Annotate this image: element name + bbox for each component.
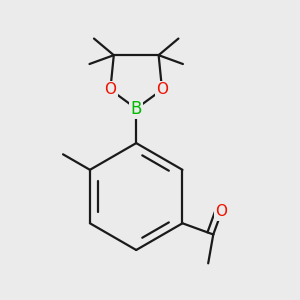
Text: O: O — [215, 204, 227, 219]
Text: O: O — [104, 82, 116, 97]
Text: O: O — [156, 82, 168, 97]
Text: B: B — [130, 100, 142, 118]
